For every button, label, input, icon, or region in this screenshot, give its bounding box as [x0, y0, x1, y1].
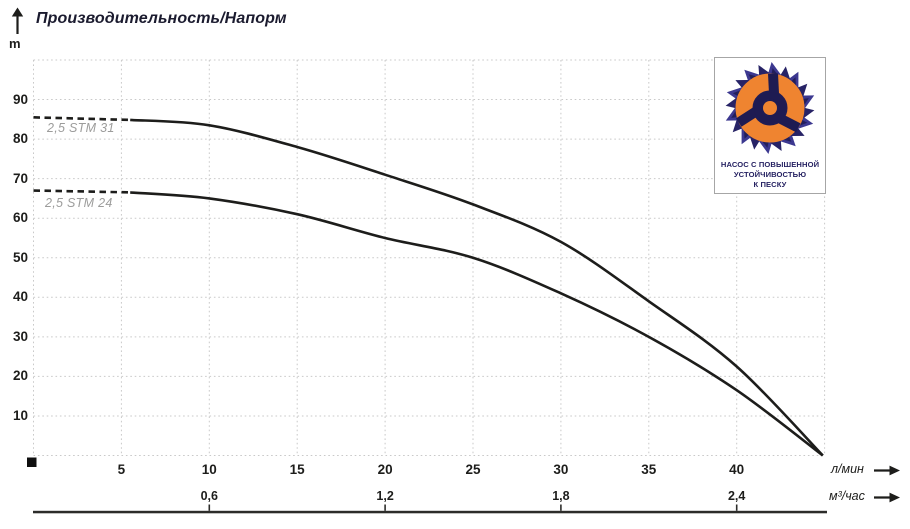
grid-lines — [33, 59, 826, 456]
y-axis-tick-label: 60 — [12, 210, 28, 226]
y-axis-tick-label: 70 — [12, 170, 28, 186]
y-axis-tick-label: 30 — [12, 328, 28, 344]
x-axis-tick-label-m3h: 1,2 — [376, 489, 394, 503]
curve-dashed-start — [33, 189, 131, 194]
y-axis-tick-label: 80 — [12, 131, 28, 147]
curve-dashed-start — [33, 116, 131, 122]
pump-impeller-flower-icon — [725, 62, 815, 154]
y-axis-tick-label: 50 — [12, 249, 28, 265]
sand-resistant-pump-badge: НАСОС С ПОВЫШЕННОЙ УСТОЙЧИВОСТЬЮ К ПЕСКУ — [714, 57, 826, 194]
y-axis-unit-label: m — [9, 36, 21, 51]
series-label-stm24: 2,5 STM 24 — [45, 196, 113, 210]
x-axis-tick-label-lmin: 5 — [117, 462, 126, 477]
x-axis-tick-label-lmin: 20 — [377, 462, 393, 477]
x-axis-tick-label-m3h: 1,8 — [552, 489, 570, 503]
curve-2-5-STM-24 — [130, 191, 824, 457]
y-axis-tick-label: 10 — [12, 407, 28, 423]
x-axis-tick-label-lmin: 30 — [553, 462, 569, 477]
y-axis-tick-label: 20 — [12, 368, 28, 384]
x-axis-tick-label-lmin: 35 — [641, 462, 657, 477]
x-axis-unit-m3h: м³/час — [829, 489, 865, 503]
x-axis-tick-label-lmin: 10 — [201, 462, 217, 477]
origin-marker — [27, 457, 37, 467]
x-axis-unit-lmin: л/мин — [831, 462, 864, 476]
x-axis-tick-label-m3h: 2,4 — [727, 489, 746, 503]
y-axis-tick-label: 40 — [12, 289, 28, 305]
badge-text: НАСОС С ПОВЫШЕННОЙ УСТОЙЧИВОСТЬЮ К ПЕСКУ — [720, 160, 820, 189]
bottom-axis-line — [33, 510, 827, 514]
x-axis-tick-label-lmin: 40 — [729, 462, 745, 477]
right-arrow-icon — [874, 492, 900, 503]
curve-2-5-STM-31 — [130, 118, 824, 457]
y-axis-tick-label: 90 — [12, 91, 28, 107]
series-label-stm31: 2,5 STM 31 — [47, 121, 115, 135]
pump-curves — [33, 116, 824, 457]
up-arrow-icon — [11, 7, 24, 34]
right-arrow-icon — [874, 465, 900, 476]
x-axis-tick-label-lmin: 25 — [465, 462, 481, 477]
x-axis-tick-label-m3h: 0,6 — [200, 489, 218, 503]
chart-title: Производительность/Напорм — [36, 10, 287, 27]
x-axis-tick-label-lmin: 15 — [289, 462, 305, 477]
